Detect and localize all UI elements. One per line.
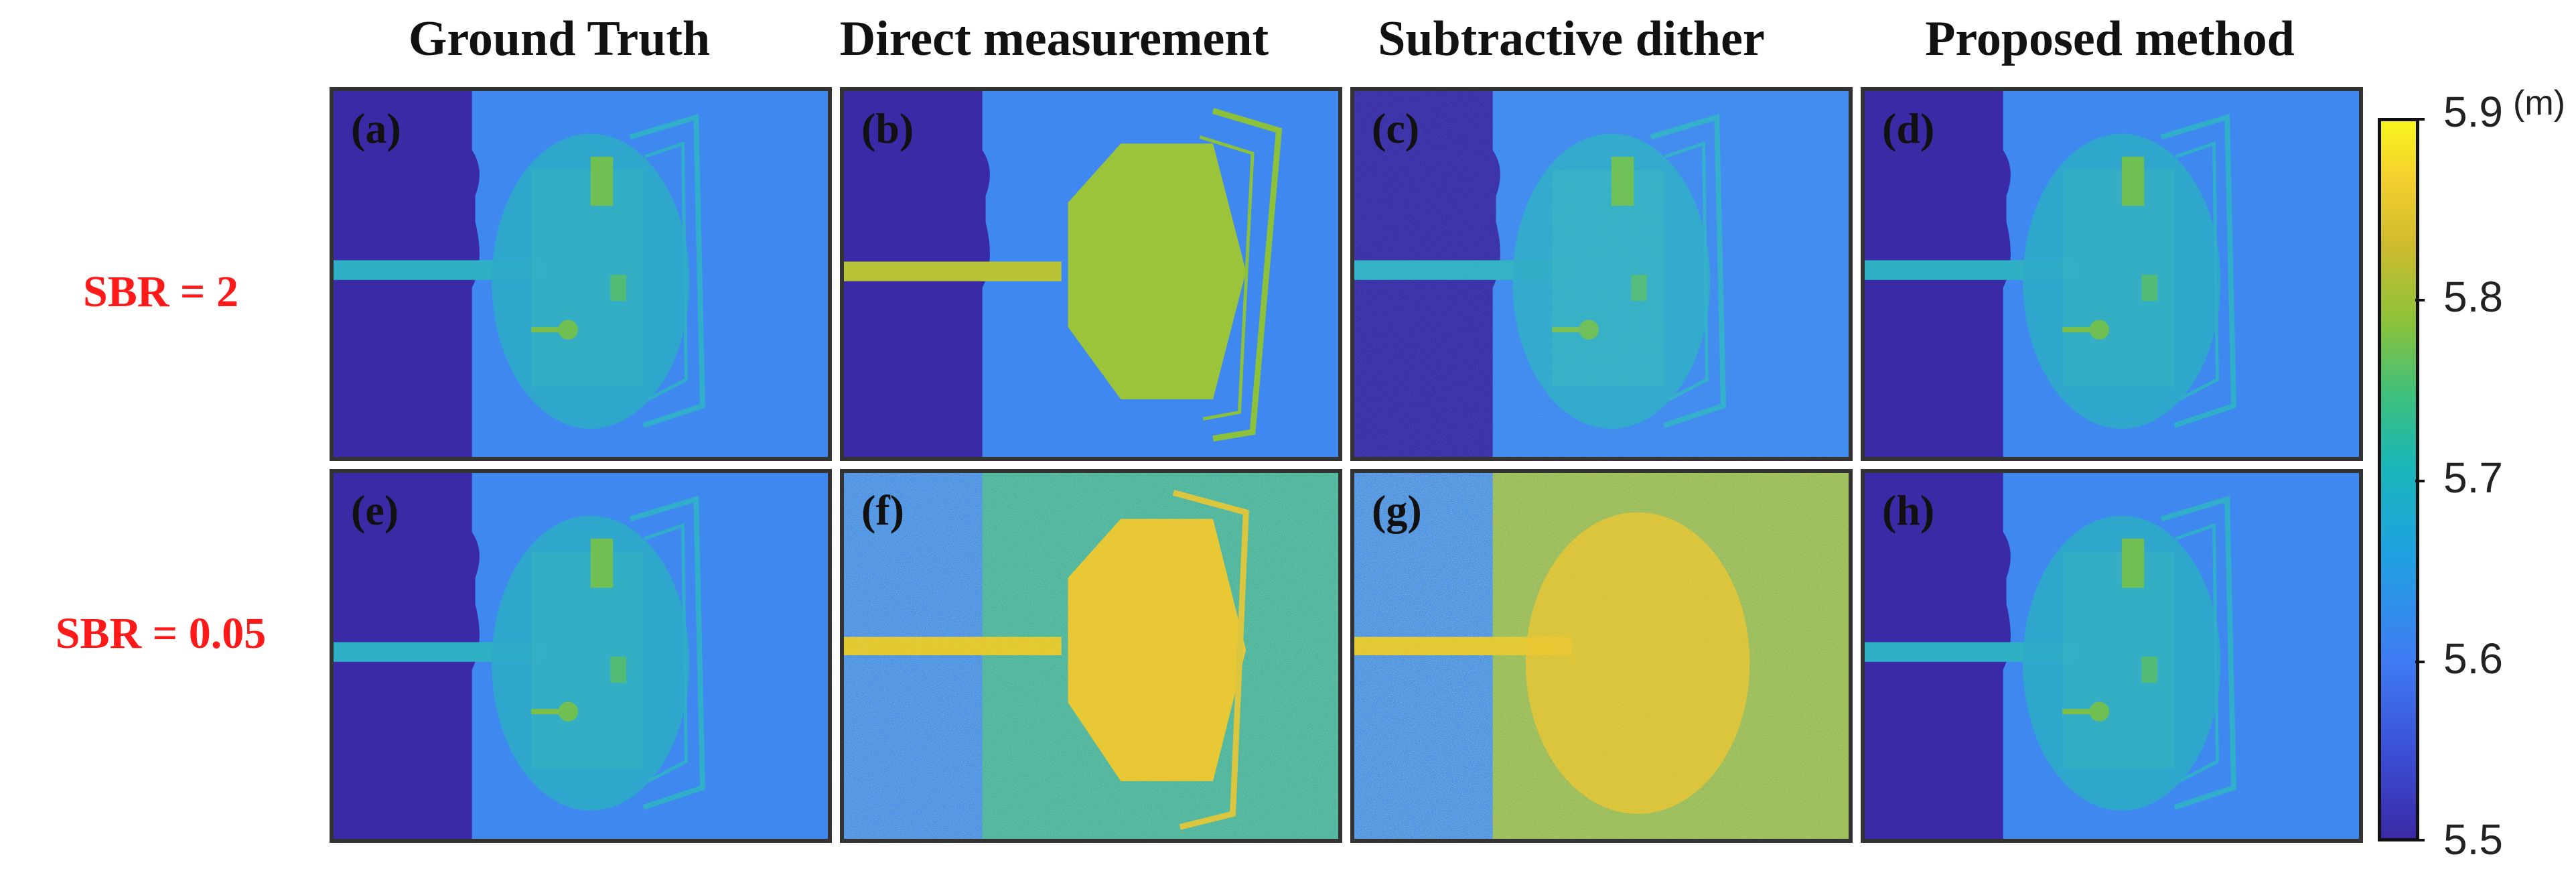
panel-g-subtractive-dither-sbr-0-05: (g) xyxy=(1350,469,1853,843)
panel-letter-a: (a) xyxy=(351,105,401,152)
panel-e-ground-truth-sbr-0-05: (e) xyxy=(330,469,832,843)
panel-letter-e: (e) xyxy=(351,486,399,534)
panel-letter-f: (f) xyxy=(861,486,904,534)
colorbar-tick-label: 5.7 xyxy=(2443,454,2503,502)
column-title-direct-measurement: Direct measurement xyxy=(839,11,1269,66)
colorbar-unit: (m) xyxy=(2513,84,2565,123)
colorbar-tick xyxy=(2415,118,2425,121)
depth-image-e xyxy=(334,473,828,839)
depth-image-d xyxy=(1865,91,2359,457)
colorbar-tick xyxy=(2415,839,2425,841)
depth-image-h xyxy=(1865,473,2359,839)
panel-letter-h: (h) xyxy=(1882,486,1935,534)
panel-f-direct-measurement-sbr-0-05: (f) xyxy=(840,469,1342,843)
panel-c-subtractive-dither-sbr-2: (c) xyxy=(1350,87,1853,461)
column-title-proposed-method: Proposed method xyxy=(1925,11,2295,66)
depth-image-b xyxy=(844,91,1338,457)
column-title-ground-truth: Ground Truth xyxy=(408,11,711,66)
colorbar-tick-label: 5.9 xyxy=(2443,88,2503,136)
panel-h-proposed-method-sbr-0-05: (h) xyxy=(1861,469,2363,843)
panel-d-proposed-method-sbr-2: (d) xyxy=(1861,87,2363,461)
panel-b-direct-measurement-sbr-2: (b) xyxy=(840,87,1342,461)
row-label-sbr-0-05: SBR = 0.05 xyxy=(55,609,267,658)
row-label-sbr-2: SBR = 2 xyxy=(83,267,238,316)
panel-letter-g: (g) xyxy=(1372,486,1422,534)
panel-letter-c: (c) xyxy=(1372,105,1420,152)
column-title-subtractive-dither: Subtractive dither xyxy=(1378,11,1765,66)
depth-image-g xyxy=(1354,473,1849,839)
depth-image-f xyxy=(844,473,1338,839)
colorbar-tick-label: 5.6 xyxy=(2443,634,2503,683)
panel-letter-d: (d) xyxy=(1882,105,1935,152)
panel-letter-b: (b) xyxy=(861,105,914,152)
depth-image-a xyxy=(334,91,828,457)
colorbar-tick xyxy=(2415,299,2425,301)
colorbar-tick xyxy=(2415,480,2425,482)
depth-colorbar xyxy=(2378,118,2419,841)
depth-image-c xyxy=(1354,91,1849,457)
panel-a-ground-truth-sbr-2: (a) xyxy=(330,87,832,461)
colorbar-tick xyxy=(2415,661,2425,663)
colorbar-tick-label: 5.8 xyxy=(2443,273,2503,321)
colorbar-tick-label: 5.5 xyxy=(2443,815,2503,864)
